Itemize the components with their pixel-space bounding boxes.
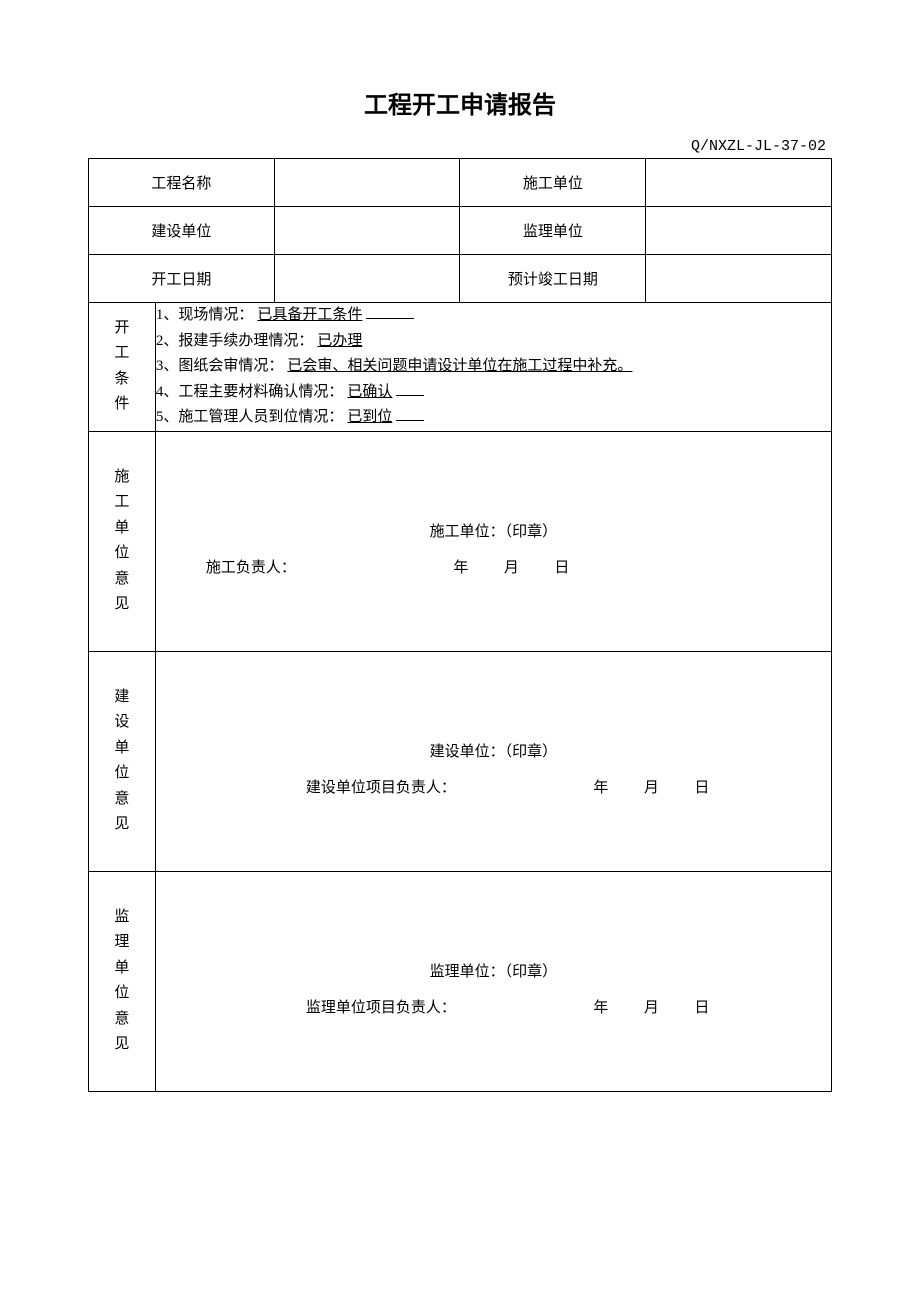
header-row-2: 建设单位 监理单位 [89, 207, 832, 255]
vchar: 位 [114, 765, 129, 781]
contractor-opinion-label: 施 工 单 位 意 见 [89, 431, 156, 651]
supervisor-opinion-label: 监 理 单 位 意 见 [89, 871, 156, 1091]
cond-prefix: 2、报建手续办理情况： [156, 333, 314, 349]
form-page: 工程开工申请报告 Q/NXZL-JL-37-02 工程名称 施工单位 建设单位 … [0, 0, 920, 1092]
supervisor-stamp-line: 监理单位：（印章） [176, 957, 811, 987]
condition-item-3: 3、图纸会审情况：已会审、相关问题申请设计单位在施工过程中补充。 [156, 354, 831, 380]
date-month: 月 [644, 993, 659, 1023]
vchar: 单 [114, 740, 129, 756]
signer-label: 监理单位项目负责人： [306, 1000, 456, 1016]
underline-pad [396, 395, 424, 396]
vchar: 意 [114, 1011, 129, 1027]
supervisor-label: 监理单位 [460, 207, 646, 255]
owner-opinion-row: 建 设 单 位 意 见 建设单位：（印章） 建设单位项目负责人： 年 月 [89, 651, 832, 871]
project-name-label: 工程名称 [89, 159, 275, 207]
date-day: 日 [554, 553, 569, 583]
date-day: 日 [694, 993, 709, 1023]
supervisor-value[interactable] [646, 207, 832, 255]
vchar: 单 [114, 520, 129, 536]
contractor-value[interactable] [646, 159, 832, 207]
contractor-opinion-row: 施 工 单 位 意 见 施工单位：（印章） 施工负责人： 年 月 [89, 431, 832, 651]
contractor-sign-line: 施工负责人： 年 月 日 [176, 553, 811, 583]
conditions-row: 开 工 条 件 1、现场情况：已具备开工条件 2、报建手续办理情况：已办理 3、… [89, 303, 832, 432]
date-year: 年 [593, 993, 608, 1023]
conditions-label: 开 工 条 件 [89, 303, 156, 432]
vchar: 见 [114, 596, 129, 612]
date-year: 年 [453, 553, 468, 583]
contractor-opinion-body[interactable]: 施工单位：（印章） 施工负责人： 年 月 日 [155, 431, 831, 651]
vchar: 理 [114, 934, 129, 950]
opinion-content: 施工单位：（印章） 施工负责人： 年 月 日 [156, 517, 831, 583]
vchar: 建 [114, 689, 129, 705]
vchar: 工 [114, 494, 129, 510]
contractor-label: 施工单位 [460, 159, 646, 207]
signer-label: 建设单位项目负责人： [306, 780, 456, 796]
cond-prefix: 3、图纸会审情况： [156, 358, 284, 374]
cond-prefix: 1、现场情况： [156, 307, 254, 323]
cond-value: 已到位 [343, 409, 396, 425]
supervisor-opinion-row: 监 理 单 位 意 见 监理单位：（印章） 监理单位项目负责人： 年 月 [89, 871, 832, 1091]
header-row-3: 开工日期 预计竣工日期 [89, 255, 832, 303]
condition-item-4: 4、工程主要材料确认情况：已确认 [156, 380, 831, 406]
underline-pad [396, 420, 424, 421]
vchar: 件 [114, 396, 129, 412]
page-title: 工程开工申请报告 [88, 85, 832, 120]
vchar: 意 [114, 571, 129, 587]
opinion-content: 监理单位：（印章） 监理单位项目负责人： 年 月 日 [156, 957, 831, 1023]
date-year: 年 [593, 773, 608, 803]
date-day: 日 [694, 773, 709, 803]
supervisor-opinion-body[interactable]: 监理单位：（印章） 监理单位项目负责人： 年 月 日 [155, 871, 831, 1091]
underline-pad [366, 318, 414, 319]
contractor-stamp-line: 施工单位：（印章） [176, 517, 811, 547]
owner-opinion-label: 建 设 单 位 意 见 [89, 651, 156, 871]
vchar: 开 [114, 320, 129, 336]
owner-sign-line: 建设单位项目负责人： 年 月 日 [176, 773, 811, 803]
opinion-content: 建设单位：（印章） 建设单位项目负责人： 年 月 日 [156, 737, 831, 803]
supervisor-sign-line: 监理单位项目负责人： 年 月 日 [176, 993, 811, 1023]
vchar: 位 [114, 545, 129, 561]
vchar: 设 [114, 714, 129, 730]
document-code: Q/NXZL-JL-37-02 [88, 138, 832, 155]
vchar: 监 [114, 909, 129, 925]
vchar: 单 [114, 960, 129, 976]
condition-item-5: 5、施工管理人员到位情况：已到位 [156, 405, 831, 431]
cond-prefix: 4、工程主要材料确认情况： [156, 384, 344, 400]
date-month: 月 [644, 773, 659, 803]
owner-opinion-body[interactable]: 建设单位：（印章） 建设单位项目负责人： 年 月 日 [155, 651, 831, 871]
cond-value: 已会审、相关问题申请设计单位在施工过程中补充。 [283, 358, 636, 374]
vchar: 条 [114, 371, 129, 387]
owner-stamp-line: 建设单位：（印章） [176, 737, 811, 767]
vchar: 见 [114, 1036, 129, 1052]
vchar: 意 [114, 791, 129, 807]
header-row-1: 工程名称 施工单位 [89, 159, 832, 207]
vchar: 见 [114, 816, 129, 832]
start-date-label: 开工日期 [89, 255, 275, 303]
vchar: 施 [114, 469, 129, 485]
est-finish-value[interactable] [646, 255, 832, 303]
owner-label: 建设单位 [89, 207, 275, 255]
condition-item-1: 1、现场情况：已具备开工条件 [156, 303, 831, 329]
owner-value[interactable] [274, 207, 460, 255]
vchar: 工 [114, 345, 129, 361]
cond-prefix: 5、施工管理人员到位情况： [156, 409, 344, 425]
cond-value: 已办理 [313, 333, 366, 349]
start-date-value[interactable] [274, 255, 460, 303]
date-month: 月 [504, 553, 519, 583]
condition-item-2: 2、报建手续办理情况：已办理 [156, 329, 831, 355]
cond-value: 已具备开工条件 [253, 307, 366, 323]
project-name-value[interactable] [274, 159, 460, 207]
conditions-body: 1、现场情况：已具备开工条件 2、报建手续办理情况：已办理 3、图纸会审情况：已… [155, 303, 831, 432]
cond-value: 已确认 [343, 384, 396, 400]
signer-label: 施工负责人： [206, 560, 296, 576]
application-form-table: 工程名称 施工单位 建设单位 监理单位 开工日期 预计竣工日期 开 工 条 件 [88, 158, 832, 1092]
vchar: 位 [114, 985, 129, 1001]
est-finish-label: 预计竣工日期 [460, 255, 646, 303]
